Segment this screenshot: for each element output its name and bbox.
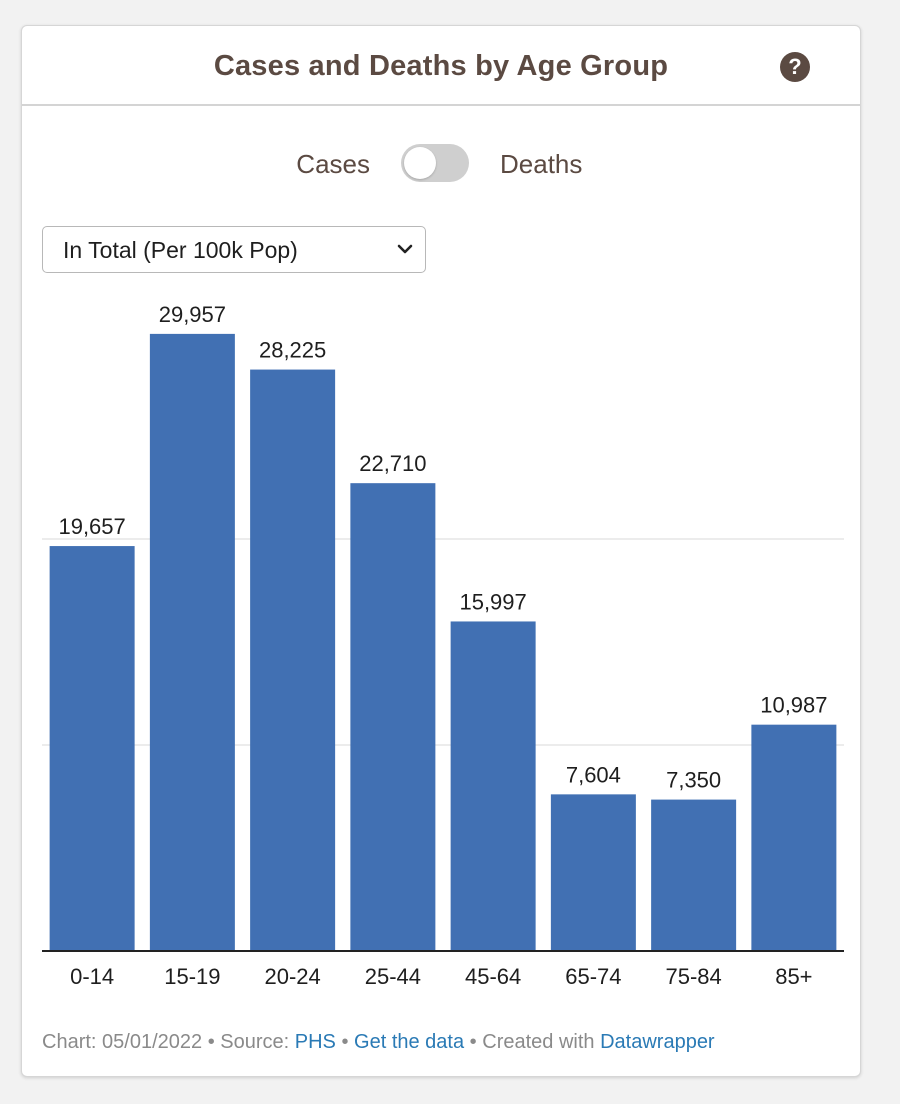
cases-deaths-toggle-row: Cases Deaths	[22, 143, 860, 187]
get-data-link[interactable]: Get the data	[354, 1031, 465, 1053]
footer-separator: •	[341, 1031, 349, 1053]
chart-title: Cases and Deaths by Age Group	[213, 50, 669, 82]
toggle-label-cases[interactable]: Cases	[296, 149, 370, 179]
bar-value-label: 7,350	[666, 768, 721, 793]
x-tick-label: 25-44	[365, 964, 421, 989]
source-link[interactable]: PHS	[294, 1031, 336, 1053]
x-tick-label: 85+	[775, 964, 812, 989]
bar-chart: 19,657 0-14 29,957 15-19 28,225 20-24 22,710 25…	[42, 302, 844, 989]
footer-created-prefix: Created with	[482, 1031, 595, 1053]
bar-value-label: 29,957	[159, 302, 226, 327]
footer-separator: •	[207, 1031, 215, 1053]
chart-card: Cases and Deaths by Age Group ? Cases De…	[21, 25, 861, 1077]
metric-select-value: In Total (Per 100k Pop)	[63, 237, 298, 263]
x-tick-label: 75-84	[665, 964, 721, 989]
x-tick-label: 45-64	[465, 964, 521, 989]
bar	[350, 483, 436, 951]
x-tick-label: 15-19	[164, 964, 220, 989]
cases-deaths-toggle[interactable]	[401, 144, 469, 182]
bar	[250, 369, 336, 951]
bar	[450, 621, 536, 951]
footer-separator: •	[469, 1031, 477, 1053]
bar	[751, 724, 837, 951]
metric-select[interactable]: In Total (Per 100k Pop)	[42, 226, 426, 273]
x-tick-label: 0-14	[70, 964, 114, 989]
bar	[651, 799, 737, 951]
bar-value-label: 28,225	[259, 338, 326, 363]
chart-footer: Chart: 05/01/2022 • Source: PHS • Get th…	[42, 1031, 715, 1054]
bar-value-label: 7,604	[566, 762, 621, 787]
footer-source-prefix: Source:	[220, 1031, 290, 1053]
footer-chart-date: Chart: 05/01/2022	[42, 1031, 203, 1053]
bar-value-label: 10,987	[760, 693, 827, 718]
x-tick-label: 65-74	[565, 964, 621, 989]
bar	[149, 333, 235, 951]
toggle-knob	[404, 147, 436, 179]
bar-value-label: 19,657	[58, 514, 125, 539]
card-header: Cases and Deaths by Age Group ?	[22, 26, 860, 106]
bar	[49, 546, 135, 951]
bar-value-label: 15,997	[459, 589, 526, 614]
chevron-down-icon	[397, 244, 413, 254]
x-tick-label: 20-24	[264, 964, 320, 989]
datawrapper-link[interactable]: Datawrapper	[600, 1031, 715, 1053]
toggle-label-deaths[interactable]: Deaths	[500, 149, 583, 179]
question-circle-icon[interactable]: ?	[780, 52, 810, 82]
bar	[550, 794, 636, 951]
bar-value-label: 22,710	[359, 451, 426, 476]
